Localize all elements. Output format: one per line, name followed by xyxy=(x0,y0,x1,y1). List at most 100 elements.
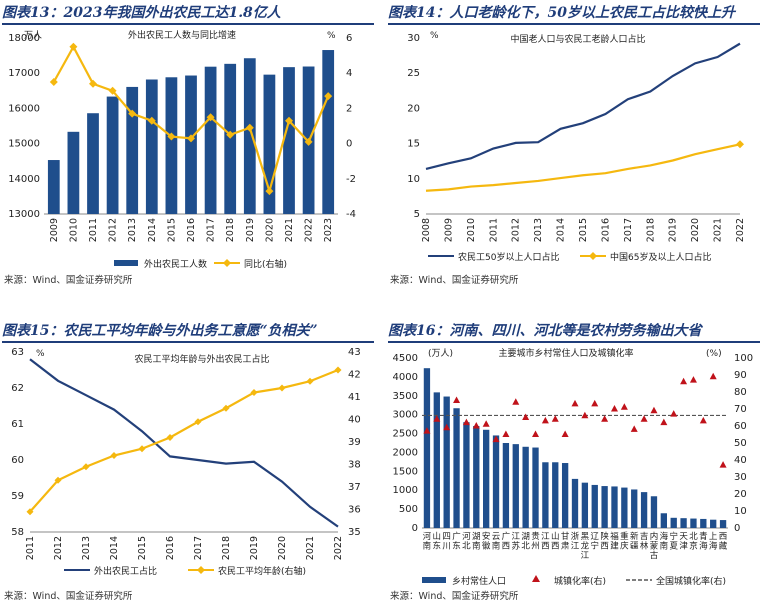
x-tick: 福 xyxy=(610,531,619,542)
panel-15-title: 图表15：农民工平均年龄与外出务工意愿“负相关” xyxy=(2,323,318,339)
bar xyxy=(204,66,217,214)
bar xyxy=(47,160,60,214)
bar xyxy=(660,513,667,528)
panel-16: 图表16：河南、四川、河北等是农村劳务输出大省 (万人) (%) 主要城市乡村常住人… xyxy=(388,320,760,602)
y-tick: 5 xyxy=(414,209,420,220)
legend-label: 全国城镇化率(右) xyxy=(656,575,726,587)
data-point xyxy=(304,137,313,146)
data-point xyxy=(462,418,470,426)
bar xyxy=(571,478,579,528)
x-tick: 2014 xyxy=(109,536,120,560)
data-point xyxy=(226,130,235,139)
bar xyxy=(185,75,197,215)
x-tick: 2021 xyxy=(305,536,316,560)
x-tick: 内 xyxy=(650,531,659,542)
x-tick: 重 xyxy=(620,531,629,542)
bar xyxy=(591,484,598,528)
data-point xyxy=(265,187,274,196)
x-tick: 陕 xyxy=(600,531,609,542)
chart-14: % 中国老人口与农民工老龄人口占比 5 10 15 20 25 30 2008 2009 2010 2… xyxy=(407,31,746,263)
series-line xyxy=(29,358,339,528)
bar xyxy=(67,131,80,214)
x-tick: 云 xyxy=(492,532,501,542)
x-tick: 河 xyxy=(462,531,471,542)
bar xyxy=(512,444,519,528)
data-point xyxy=(482,420,490,427)
title-underline xyxy=(388,341,760,343)
bar xyxy=(522,446,529,528)
data-point xyxy=(285,116,293,125)
bar xyxy=(631,489,638,528)
data-point xyxy=(591,399,599,407)
legend-label: 农民工平均年龄(右轴) xyxy=(218,565,306,577)
y-tick-left: 13000 xyxy=(8,209,40,220)
x-tick: 江 xyxy=(571,542,580,552)
chart-title: 中国老人口与农民工老龄人口占比 xyxy=(510,33,645,45)
x-tick: 2012 xyxy=(511,218,522,242)
x-tick: 海 xyxy=(660,531,669,542)
x-tick: 津 xyxy=(679,541,688,552)
x-tick: 2022 xyxy=(735,218,746,242)
data-point xyxy=(278,384,286,392)
x-tick: 吉 xyxy=(640,532,649,542)
panel-16-source: 来源：Wind、国金证券研究所 xyxy=(390,591,519,602)
x-tick: 辽 xyxy=(590,532,599,542)
data-point xyxy=(89,79,97,88)
bar xyxy=(532,447,539,528)
data-point xyxy=(630,425,638,432)
y-tick-left: 3500 xyxy=(393,391,418,402)
bar xyxy=(611,486,618,528)
data-point xyxy=(245,123,254,132)
x-tick: 2022 xyxy=(304,218,315,242)
data-point xyxy=(49,78,58,86)
bar xyxy=(670,517,677,528)
legend-marker xyxy=(589,252,597,260)
x-tick: 2008 xyxy=(421,218,432,242)
x-tick: 海 xyxy=(709,541,718,552)
x-tick: 2020 xyxy=(264,218,275,242)
y-tick-left: 63 xyxy=(11,347,24,358)
data-point xyxy=(433,415,441,422)
data-point xyxy=(670,410,678,417)
y-tick-right: 0 xyxy=(346,139,352,150)
x-tick: 2016 xyxy=(165,536,176,560)
x-tick: 天 xyxy=(679,532,688,542)
panel-13-title: 图表13：2023年我国外出农民工达1.8亿人 xyxy=(2,5,281,21)
x-tick: 河 xyxy=(423,531,432,542)
legend-label: 乡村常住人口 xyxy=(452,575,506,587)
bar xyxy=(126,86,139,214)
data-point xyxy=(512,398,520,405)
panel-13-source: 来源：Wind、国金证券研究所 xyxy=(4,275,133,286)
y-tick-left: 15000 xyxy=(8,139,40,150)
data-point xyxy=(736,140,744,149)
y-tick-left: 61 xyxy=(11,419,24,430)
x-tick: 2012 xyxy=(108,218,119,242)
data-point xyxy=(306,377,314,385)
unit-left: (万人) xyxy=(428,348,453,359)
x-tick: 南 xyxy=(660,541,669,552)
x-tick: 东 xyxy=(433,541,442,552)
data-point xyxy=(601,415,609,422)
data-point xyxy=(551,415,559,422)
x-tick: 青 xyxy=(699,531,708,542)
x-tick: 庆 xyxy=(620,541,629,552)
bar xyxy=(87,113,99,214)
y-tick-left: 4000 xyxy=(393,372,418,383)
bar xyxy=(483,429,490,528)
data-point xyxy=(620,403,628,410)
y-tick-right: 37 xyxy=(348,482,361,493)
y-tick-left: 3000 xyxy=(393,410,418,421)
x-tick: 黑 xyxy=(581,532,590,542)
y-tick-right: 60 xyxy=(734,421,747,432)
x-tick: 南 xyxy=(472,541,481,552)
x-tick: 川 xyxy=(442,542,451,552)
y-tick-right: 50 xyxy=(734,438,747,449)
bar xyxy=(433,392,440,528)
chart-13: 万人 % 外出农民工人数与同比增速 13000 14000 15000 16000 17000… xyxy=(8,29,356,270)
data-point xyxy=(324,92,333,101)
bar xyxy=(463,422,470,528)
bar xyxy=(243,58,256,215)
data-point xyxy=(69,42,78,51)
x-tick: 苏 xyxy=(512,541,521,552)
legend-bar-swatch xyxy=(114,260,138,266)
